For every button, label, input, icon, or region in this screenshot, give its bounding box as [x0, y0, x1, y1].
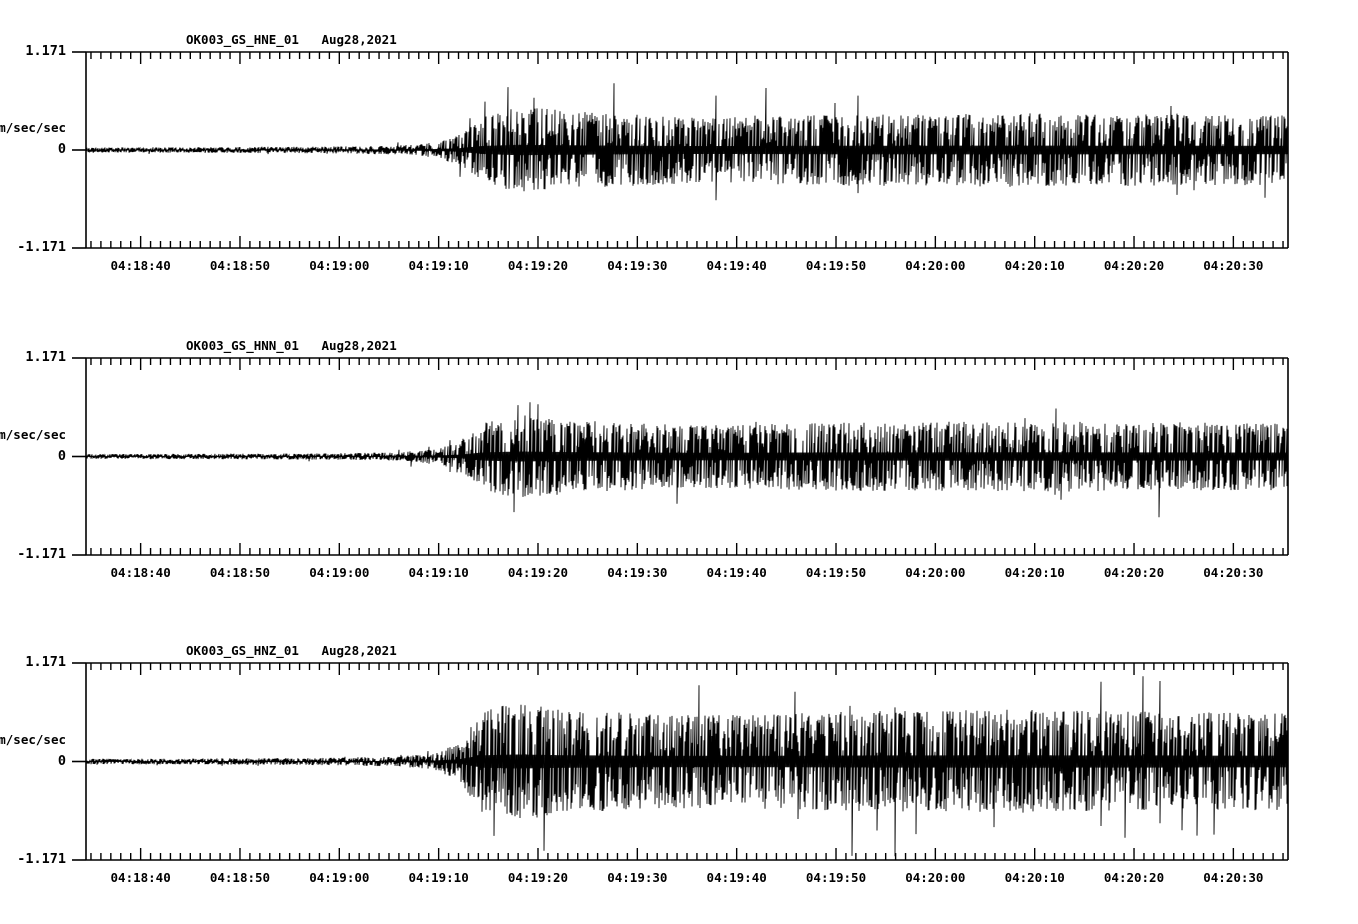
x-axis-tick-label: 04:19:40	[706, 870, 767, 885]
y-axis-zero-label: 0	[57, 141, 66, 157]
waveform-trace	[85, 402, 1289, 518]
x-axis-tick-label: 04:19:00	[309, 258, 370, 273]
x-axis-tick-label: 04:19:40	[706, 565, 767, 580]
x-axis-tick-label: 04:18:40	[110, 258, 171, 273]
y-axis-units-label: cm/sec/sec	[0, 731, 66, 747]
x-axis-tick-label: 04:19:50	[805, 565, 867, 580]
x-axis-tick-label: 04:18:50	[209, 565, 271, 580]
x-axis-tick-label: 04:18:50	[209, 870, 271, 885]
panel-title-hnn: OK003_GS_HNN_01 Aug28,2021	[186, 338, 397, 353]
x-axis-tick-label: 04:19:10	[408, 870, 469, 885]
plot-frame	[85, 662, 1289, 861]
x-axis-tick-label: 04:19:50	[805, 870, 867, 885]
plot-frame	[85, 357, 1289, 556]
x-axis-ticks	[90, 52, 1284, 248]
x-axis-tick-label: 04:20:00	[905, 258, 966, 273]
panel-title-hne: OK003_GS_HNE_01 Aug28,2021	[186, 32, 397, 47]
x-axis-tick-label: 04:19:30	[607, 565, 668, 580]
x-axis-tick-label: 04:20:10	[1004, 258, 1065, 273]
x-axis-tick-label: 04:19:30	[607, 870, 668, 885]
y-axis-ticks	[72, 662, 86, 861]
x-axis-tick-label: 04:19:50	[805, 258, 867, 273]
x-axis-tick-label: 04:19:10	[408, 565, 469, 580]
x-axis-tick-label: 04:20:10	[1004, 565, 1065, 580]
x-axis-ticks	[90, 358, 1284, 555]
x-axis-tick-label: 04:18:40	[110, 870, 171, 885]
x-axis-tick-label: 04:19:00	[309, 565, 370, 580]
x-axis-tick-label: 04:20:00	[905, 565, 966, 580]
x-axis-tick-label: 04:20:20	[1103, 258, 1165, 273]
x-axis-tick-label: 04:19:20	[507, 565, 569, 580]
x-axis-tick-label: 04:19:40	[706, 258, 767, 273]
x-axis-tick-label: 04:20:30	[1203, 565, 1264, 580]
x-axis-tick-label: 04:19:00	[309, 870, 370, 885]
y-axis-units-label: cm/sec/sec	[0, 426, 66, 442]
x-axis-tick-label: 04:18:40	[110, 565, 171, 580]
y-axis-max-label: 1.171	[25, 349, 66, 365]
x-axis-ticks	[90, 663, 1284, 860]
y-axis-units-label: cm/sec/sec	[0, 120, 66, 135]
y-axis-zero-label: 0	[57, 447, 66, 464]
panel-title-hnz: OK003_GS_HNZ_01 Aug28,2021	[186, 643, 397, 658]
y-axis-max-label: 1.171	[25, 654, 66, 670]
x-axis-tick-label: 04:18:50	[209, 258, 271, 273]
y-axis-zero-label: 0	[57, 752, 66, 769]
y-axis-ticks	[72, 357, 86, 556]
x-axis-tick-label: 04:20:20	[1103, 565, 1165, 580]
y-axis-min-label: -1.171	[17, 546, 66, 562]
x-axis-tick-label: 04:20:10	[1004, 870, 1065, 885]
y-axis-ticks	[72, 51, 86, 249]
y-axis-max-label: 1.171	[25, 43, 66, 59]
x-axis-tick-label: 04:19:20	[507, 870, 569, 885]
x-axis-tick-label: 04:20:20	[1103, 870, 1165, 885]
x-axis-tick-label: 04:20:30	[1203, 258, 1264, 273]
plot-frame	[85, 51, 1289, 249]
waveform-trace	[85, 83, 1289, 201]
waveform-trace	[85, 676, 1289, 857]
x-axis-tick-label: 04:20:00	[905, 870, 966, 885]
x-axis-tick-label: 04:19:10	[408, 258, 469, 273]
x-axis-tick-label: 04:19:30	[607, 258, 668, 273]
y-axis-min-label: -1.171	[17, 851, 66, 867]
x-axis-tick-label: 04:20:30	[1203, 870, 1264, 885]
x-axis-tick-label: 04:19:20	[507, 258, 569, 273]
y-axis-min-label: -1.171	[17, 239, 66, 255]
